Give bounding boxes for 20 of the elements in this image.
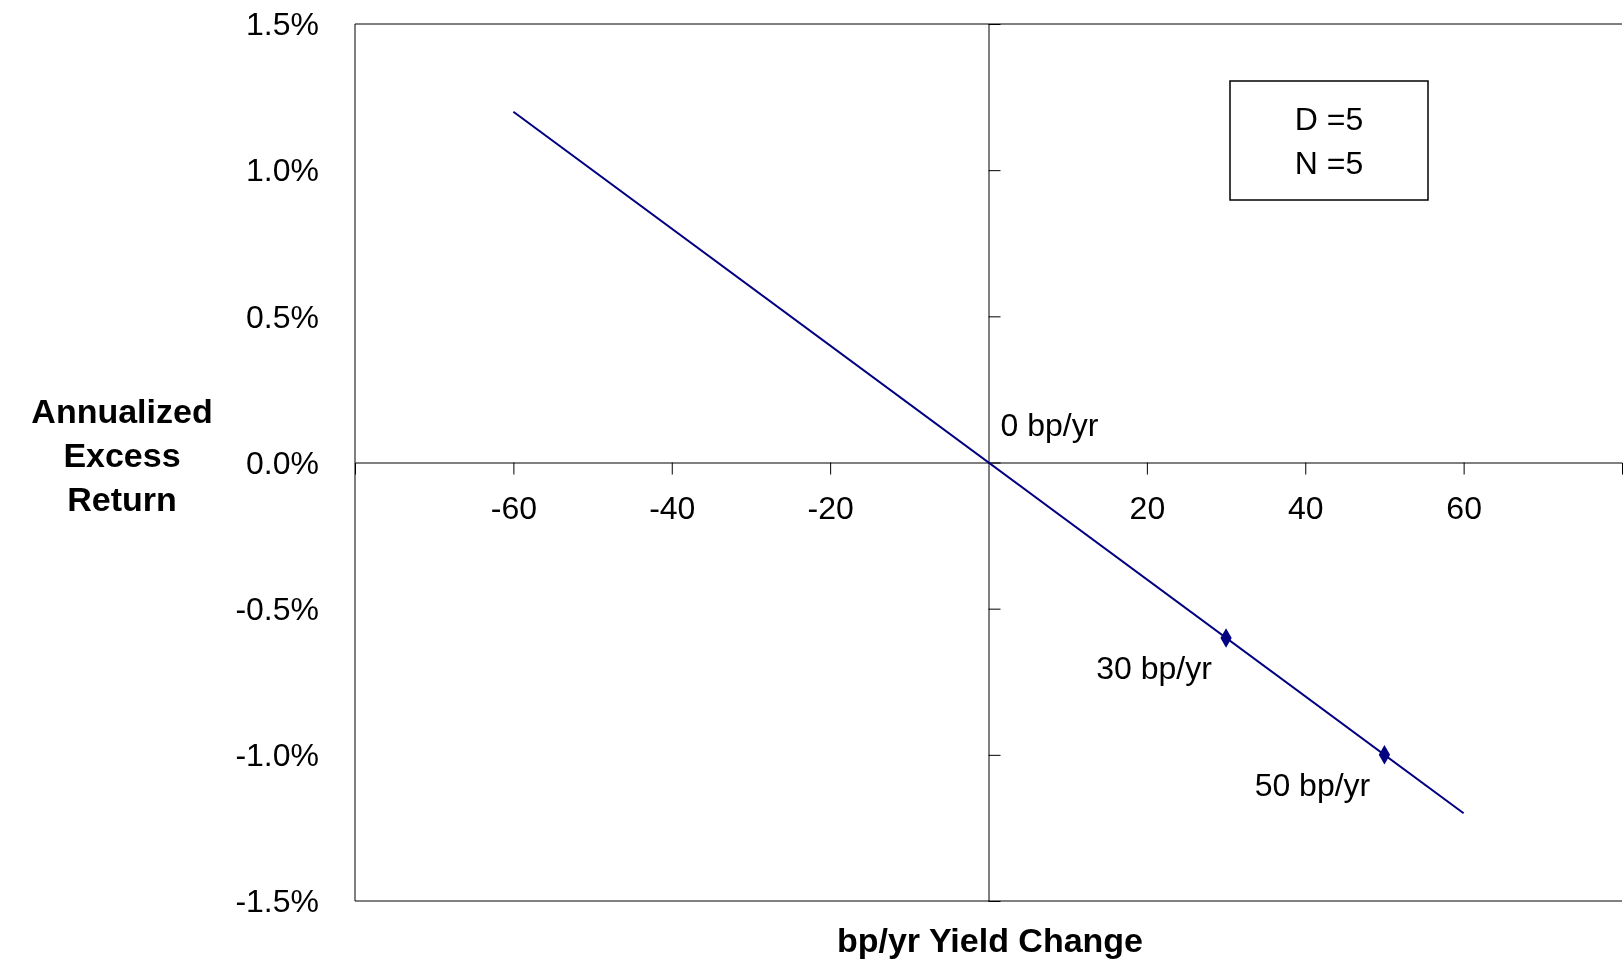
x-axis-title: bp/yr Yield Change [836,921,1144,959]
y-tick-label: -1.0% [235,737,319,774]
y-tick-label: -0.5% [235,590,319,627]
x-tick-label: -20 [807,490,854,527]
annotation: 0 bp/yr [1000,406,1099,443]
y-tick-label: 0.5% [246,298,319,335]
x-tick-label: -40 [649,490,696,527]
y-tick-label: -1.5% [235,883,319,920]
x-tick-label: 20 [1129,490,1166,527]
y-tick-label: 1.0% [246,152,319,189]
y-axis-title: Annualized Excess Return [31,391,213,518]
annotation: 50 bp/yr [1254,767,1371,804]
annotation: 30 bp/yr [1096,650,1213,687]
x-tick-label: 60 [1446,490,1482,527]
y-tick-label: 1.5% [246,6,319,43]
x-tick-label: -60 [490,490,537,527]
annotation: D =5 [1294,100,1364,137]
annotation: N =5 [1294,144,1364,181]
x-tick-label: 40 [1287,490,1324,527]
y-tick-label: 0.0% [246,444,319,481]
